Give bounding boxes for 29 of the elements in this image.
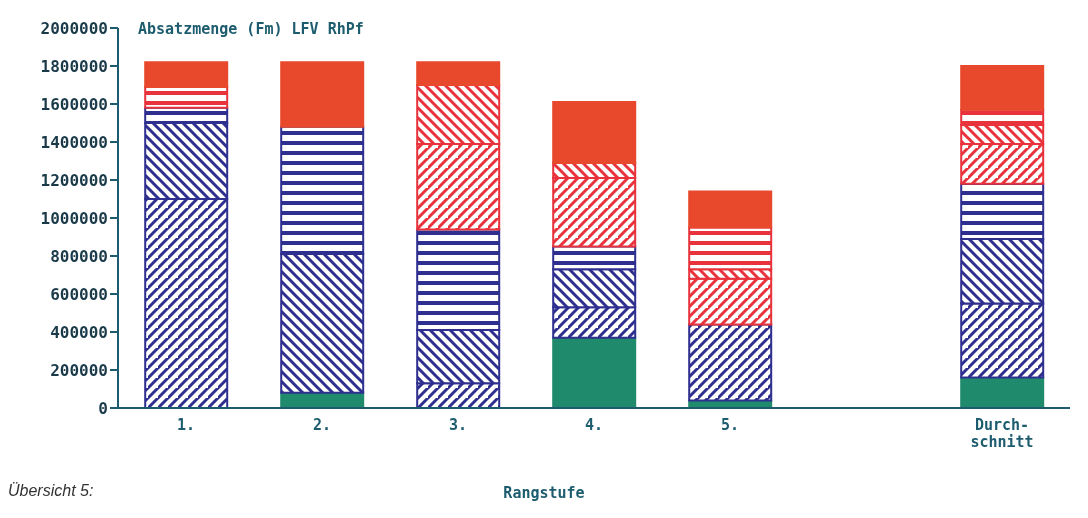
y-tick-label: 600000 [50, 284, 108, 304]
bar [960, 65, 1045, 111]
x-tick-label: 2. [312, 416, 332, 434]
y-tick-label: 2000000 [40, 18, 108, 38]
bar [552, 336, 637, 408]
bar [552, 101, 637, 164]
y-tick-label: 1000000 [40, 208, 108, 228]
bar [280, 61, 365, 128]
y-tick-label: 0 [98, 398, 108, 418]
x-tick-label: Durch- schnitt [970, 416, 1034, 451]
x-tick-label: 1. [176, 416, 196, 434]
y-tick-label: 1800000 [40, 56, 108, 76]
text: Übersicht 5: [8, 482, 94, 500]
x-tick-label: 5. [720, 416, 740, 434]
x-axis-title: Rangstufe [503, 484, 585, 502]
chart-title: Absatzmenge (Fm) LFV RhPf [138, 20, 364, 38]
y-tick-label: 200000 [50, 360, 108, 380]
bar [144, 85, 229, 109]
y-tick-label: 1400000 [40, 132, 108, 152]
y-tick-label: 1200000 [40, 170, 108, 190]
bar [688, 190, 773, 229]
y-tick-label: 400000 [50, 322, 108, 342]
x-tick-label: 3. [448, 416, 468, 434]
y-tick-label: 800000 [50, 246, 108, 266]
x-tick-label: 4. [584, 416, 604, 434]
y-tick-label: 1600000 [40, 94, 108, 114]
bar [688, 323, 773, 402]
bar [144, 61, 229, 88]
bar [416, 61, 501, 86]
